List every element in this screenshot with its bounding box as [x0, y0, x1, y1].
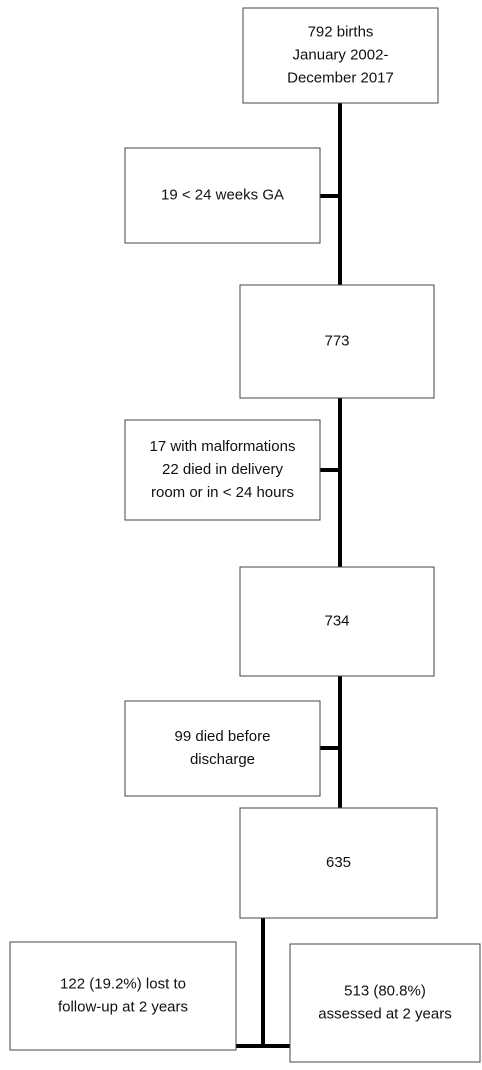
- node-label: 99 died before: [175, 728, 271, 745]
- node-label: 734: [324, 612, 349, 629]
- node: 17 with malformations 22 died in delivery…: [124, 419, 321, 521]
- node-label: December 2017: [287, 69, 394, 86]
- node-label: 513 (80.8%): [344, 982, 426, 999]
- node: 773: [239, 284, 435, 399]
- node-box: [124, 147, 321, 244]
- node-box: [239, 284, 435, 399]
- node-label: 773: [324, 332, 349, 349]
- node-label: 17 with malformations: [150, 438, 296, 455]
- node-label: 122 (19.2%) lost to: [60, 975, 186, 992]
- node-label: discharge: [190, 751, 255, 768]
- node-box: [242, 7, 439, 104]
- node-label: room or in < 24 hours: [151, 484, 294, 501]
- node-box: [239, 807, 438, 919]
- node-label: 792 births: [308, 23, 374, 40]
- node-label: January 2002-: [293, 46, 389, 63]
- node: 792 births January 2002- December 2017: [242, 7, 439, 104]
- connectors: [236, 103, 342, 1048]
- node: 99 died before discharge: [124, 700, 321, 797]
- node-box: [9, 941, 237, 1051]
- node-box: [124, 700, 321, 797]
- node: 19 < 24 weeks GA: [124, 147, 321, 244]
- node-label: follow-up at 2 years: [58, 998, 188, 1015]
- node-box: [124, 419, 321, 521]
- node-box: [239, 566, 435, 677]
- node-label: 635: [326, 854, 351, 871]
- node-box: [289, 943, 481, 1063]
- node: 513 (80.8%) assessed at 2 years: [289, 943, 481, 1063]
- boxes: 792 births January 2002- December 2017 19 <…: [9, 7, 481, 1063]
- node-label: 19 < 24 weeks GA: [161, 186, 284, 203]
- split-line: [236, 918, 290, 1048]
- node-label: 22 died in delivery: [162, 461, 283, 478]
- node: 635: [239, 807, 438, 919]
- node: 122 (19.2%) lost to follow-up at 2 years: [9, 941, 237, 1051]
- node-label: assessed at 2 years: [318, 1005, 451, 1022]
- node: 734: [239, 566, 435, 677]
